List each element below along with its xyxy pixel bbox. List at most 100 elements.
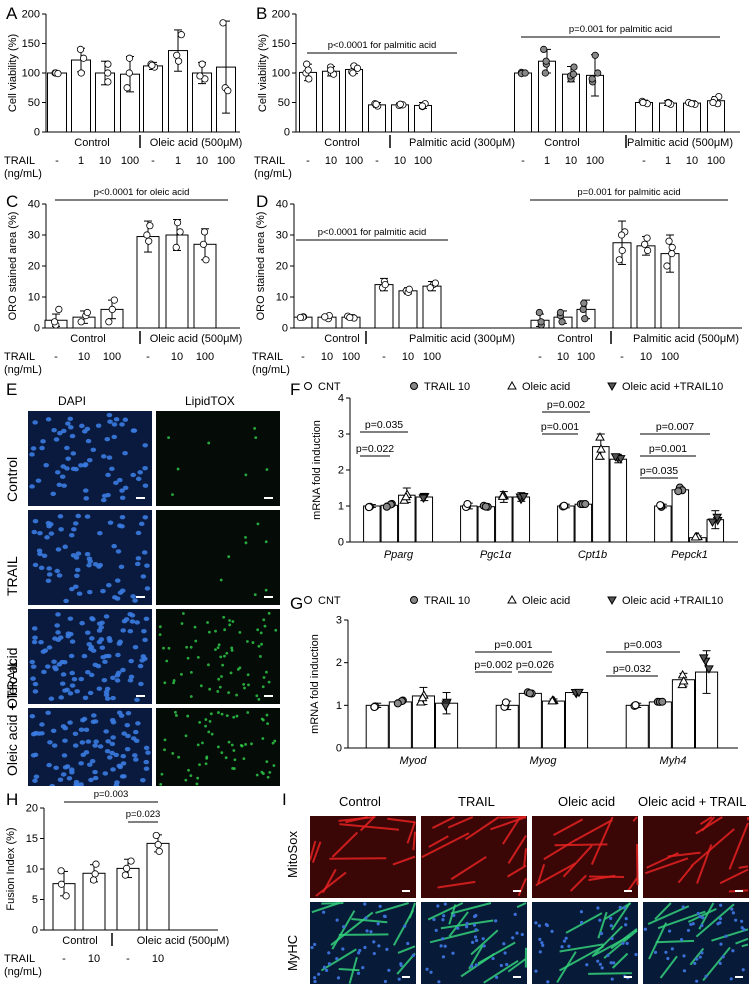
h-trail-value: 10: [152, 953, 164, 965]
lipid-dot: [219, 578, 223, 582]
nucleus-dot: [624, 917, 628, 921]
f-point: [615, 455, 626, 464]
h-bar: [146, 842, 170, 931]
nucleus-dot: [618, 905, 622, 910]
scale-bar: [735, 890, 743, 892]
d-point: [426, 284, 434, 292]
nucleus-dot: [41, 669, 47, 675]
nucleus-dot: [695, 979, 699, 983]
nucleus-dot: [117, 764, 124, 770]
f-y-tick-label: 0: [338, 537, 344, 549]
nucleus-dot: [313, 942, 317, 947]
f-bar: [495, 496, 513, 543]
a-y-tick-label: 100: [22, 68, 40, 80]
c-trail-value: 10: [171, 351, 183, 363]
d-group-label: Control: [324, 333, 359, 345]
b-bar: [345, 68, 363, 133]
nucleus-dot: [137, 663, 144, 669]
a-trail-value: 1: [175, 155, 181, 167]
mitosox-fiber: [450, 855, 487, 881]
lipid-dot: [219, 655, 223, 659]
a-trail-label: TRAIL: [4, 155, 35, 167]
g-point: [574, 688, 584, 698]
nucleus-dot: [111, 543, 117, 549]
lipid-dot: [264, 540, 268, 544]
nucleus-dot: [103, 692, 110, 698]
nucleus-dot: [87, 690, 94, 696]
nucleus-dot: [110, 720, 117, 725]
nucleus-dot: [721, 955, 725, 959]
nucleus-dot: [32, 562, 39, 568]
nucleus-dot: [718, 916, 723, 921]
nucleus-dot: [621, 941, 625, 945]
f-bar: [557, 505, 575, 543]
lipid-dot: [162, 646, 165, 650]
myhc-fiber: [448, 911, 469, 938]
f-bar: [609, 458, 628, 543]
nucleus-dot: [143, 759, 150, 765]
f-legend-label: Oleic acid: [522, 381, 570, 393]
panel-letter-i: I: [282, 790, 287, 809]
myhc-fiber: [735, 937, 749, 945]
lipid-dot: [225, 651, 229, 655]
c-point: [77, 318, 85, 326]
g-y-label: mRNA fold induction: [309, 634, 321, 734]
nucleus-dot: [32, 635, 38, 640]
lipid-dot: [261, 718, 265, 722]
nucleus-dot: [610, 977, 614, 981]
lipid-dot: [224, 756, 228, 760]
lipid-dot: [242, 757, 246, 761]
b-point: [639, 98, 647, 107]
nucleus-dot: [105, 739, 111, 744]
nucleus-dot: [88, 777, 94, 783]
nucleus-dot: [704, 974, 708, 978]
nucleus-dot: [92, 743, 98, 748]
b-y-tick-label: 50: [278, 97, 290, 109]
f-point: [656, 501, 665, 510]
b-sig-label: p=0.001 for palmitic acid: [569, 24, 672, 35]
a-bar: [47, 72, 67, 133]
nucleus-dot: [62, 688, 68, 693]
nucleus-dot: [43, 462, 49, 468]
mitosox-fiber: [677, 864, 694, 884]
lipid-dot: [227, 740, 231, 744]
nucleus-dot: [99, 645, 106, 650]
b-bar: [635, 102, 653, 133]
myhc-fiber: [448, 904, 457, 925]
a-point: [224, 87, 232, 95]
nucleus-dot: [115, 670, 122, 675]
nucleus-dot: [61, 659, 68, 665]
b-y-tick-label: 200: [272, 9, 290, 21]
lipid-dot: [180, 672, 183, 676]
nucleus-dot: [65, 631, 72, 636]
nucleus-dot: [114, 780, 120, 785]
nucleus-dot: [142, 637, 148, 643]
g-point: [501, 698, 510, 707]
mitosox-fiber: [645, 857, 689, 875]
nucleus-dot: [29, 452, 35, 457]
b-point: [304, 66, 312, 74]
nucleus-dot: [119, 514, 126, 520]
lipid-dot: [244, 743, 248, 746]
a-trail-value: 10: [196, 155, 208, 167]
nucleus-dot: [48, 531, 55, 536]
nucleus-dot: [625, 941, 629, 945]
nucleus-dot: [144, 586, 151, 591]
f-bar: [574, 503, 593, 543]
lipid-dot: [160, 772, 164, 776]
nucleus-dot: [83, 750, 90, 755]
d-point: [580, 299, 588, 307]
lipid-dot: [253, 427, 257, 430]
nucleus-dot: [141, 550, 148, 555]
a-point: [76, 45, 85, 54]
lipid-dot: [217, 711, 220, 714]
nucleus-dot: [60, 772, 67, 777]
nucleus-dot: [73, 584, 79, 589]
b-bar: [659, 102, 677, 133]
lipid-dot: [256, 628, 260, 632]
g-point: [417, 692, 428, 702]
myhc-fiber: [702, 946, 731, 982]
lipid-dot: [238, 630, 242, 634]
nucleus-dot: [71, 527, 77, 532]
lipid-dot: [223, 628, 227, 632]
